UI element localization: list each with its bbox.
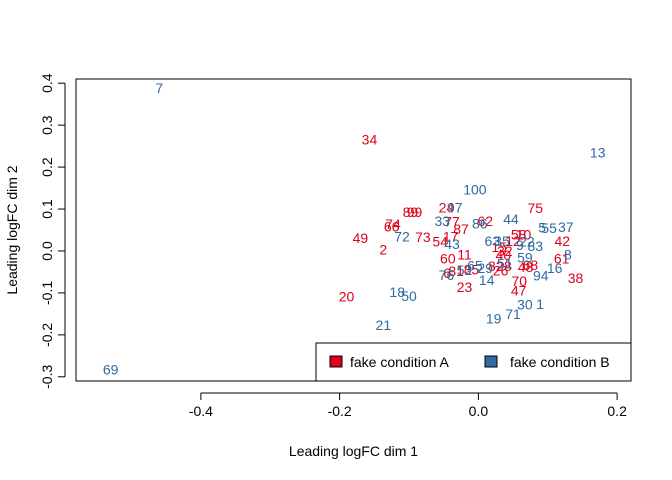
point-label: 65 <box>467 258 483 274</box>
point-label: 77 <box>444 214 460 230</box>
point-label: 76 <box>439 267 455 283</box>
legend-label-condition-b: fake condition B <box>510 354 610 370</box>
point-label: 97 <box>447 199 463 215</box>
x-axis-label: Leading logFC dim 1 <box>289 443 418 459</box>
point-label: 66 <box>384 219 400 235</box>
point-label: 16 <box>547 260 563 276</box>
point-label: 81 <box>448 263 464 279</box>
y-axis-label: Leading logFC dim 2 <box>4 165 20 294</box>
point-label: 58 <box>511 227 527 243</box>
point-label: 23 <box>457 279 473 295</box>
point-label: 19 <box>486 311 502 327</box>
point-label: 26 <box>493 262 509 278</box>
point-label: 54 <box>432 234 448 250</box>
point-label: 44 <box>503 211 519 227</box>
legend: fake condition A fake condition B <box>315 342 632 382</box>
x-tick-label: -0.4 <box>189 403 213 419</box>
point-label: 30 <box>517 297 533 313</box>
point-label: 60 <box>440 251 456 267</box>
point-label: 71 <box>505 306 521 322</box>
point-label: 32 <box>497 243 513 259</box>
point-label: 9 <box>516 237 524 253</box>
x-tick-label: -0.2 <box>328 403 352 419</box>
point-label: 10 <box>516 227 532 243</box>
point-label: 8 <box>564 246 572 262</box>
x-tick-label: 0.2 <box>607 403 627 419</box>
point-label: 74 <box>385 216 401 232</box>
point-label: 6 <box>443 265 451 281</box>
point-label: 14 <box>479 272 495 288</box>
point-label: 89 <box>403 204 419 220</box>
y-tick-label: 0.1 <box>39 199 55 219</box>
point-label: 34 <box>362 131 378 147</box>
point-label: 33 <box>435 213 451 229</box>
point-label: 38 <box>568 270 584 286</box>
point-label: 72 <box>394 229 410 245</box>
point-label: 22 <box>519 233 535 249</box>
point-label: 47 <box>511 282 527 298</box>
point-label: 62 <box>478 213 494 229</box>
legend-box <box>315 342 632 382</box>
point-label: 49 <box>353 230 369 246</box>
legend-label-condition-a: fake condition A <box>350 354 450 370</box>
point-label: 18 <box>389 284 405 300</box>
point-label: 82 <box>488 258 504 274</box>
legend-swatch-condition-b <box>484 355 498 368</box>
y-axis: -0.3 -0.2 -0.1 0.0 0.1 0.2 0.3 0.4 <box>39 73 66 389</box>
point-label: 37 <box>558 219 574 235</box>
y-tick-label: 0.0 <box>39 241 55 261</box>
point-label: 17 <box>443 228 459 244</box>
point-label: 73 <box>415 229 431 245</box>
point-label: 13 <box>590 144 606 160</box>
x-axis: -0.4 -0.2 0.0 0.2 <box>189 392 627 419</box>
point-label: 48 <box>518 259 534 275</box>
point-label: 61 <box>554 251 570 267</box>
point-label: 59 <box>517 250 533 266</box>
point-label: 5 <box>538 219 546 235</box>
point-label: 1 <box>536 296 544 312</box>
legend-swatch-condition-a <box>329 355 343 368</box>
point-label: 29 <box>478 260 494 276</box>
point-label: 15 <box>491 239 507 255</box>
y-tick-label: -0.2 <box>39 323 55 347</box>
point-label: 100 <box>463 181 487 197</box>
y-tick-label: 0.4 <box>39 73 55 93</box>
point-label: 7 <box>155 80 163 96</box>
point-label: 11 <box>457 246 472 262</box>
y-tick-label: -0.3 <box>39 365 55 389</box>
point-label: 12 <box>505 233 521 249</box>
point-label: 43 <box>444 236 460 252</box>
point-label: 70 <box>512 273 528 289</box>
point-label: 42 <box>555 233 571 249</box>
point-label: 75 <box>527 200 543 216</box>
point-label: 40 <box>496 247 512 263</box>
point-label: 99 <box>407 204 423 220</box>
point-label: 50 <box>401 288 417 304</box>
point-label: 94 <box>533 267 549 283</box>
point-label: 83 <box>527 238 543 254</box>
point-label: 85 <box>464 261 480 277</box>
y-tick-label: 0.3 <box>39 115 55 135</box>
point-label: 21 <box>376 317 392 333</box>
point-label: 87 <box>453 221 469 237</box>
point-label: 35 <box>494 233 510 249</box>
point-label: 51 <box>497 256 513 272</box>
point-label: 52 <box>457 262 473 278</box>
x-tick-label: 0.0 <box>469 403 489 419</box>
point-label: 86 <box>472 215 488 231</box>
point-label: 20 <box>339 289 355 305</box>
point-label: 2 <box>379 241 387 257</box>
point-label: 63 <box>484 233 500 249</box>
point-label: 24 <box>439 199 455 215</box>
y-tick-label: 0.2 <box>39 157 55 177</box>
point-label: 28 <box>496 258 512 274</box>
point-label: 69 <box>103 361 119 377</box>
point-label: 68 <box>523 257 539 273</box>
y-tick-label: -0.1 <box>39 281 55 305</box>
point-label: 55 <box>541 220 557 236</box>
